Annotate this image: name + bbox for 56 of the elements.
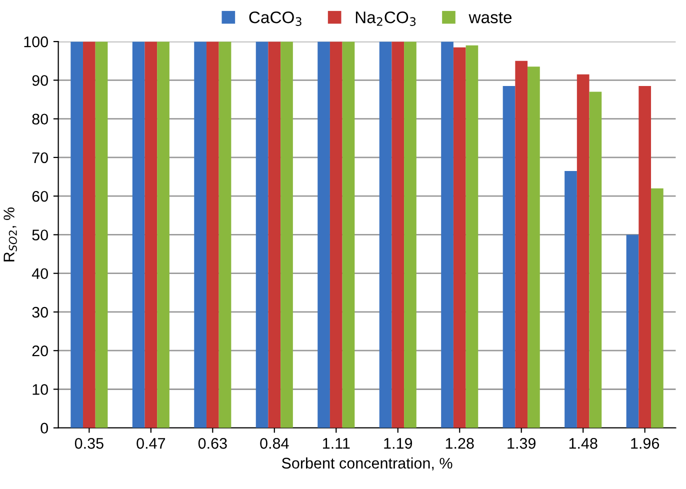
bar (157, 42, 170, 428)
x-tick-label: 1.11 (323, 438, 350, 449)
bar (576, 74, 590, 428)
bar (218, 42, 232, 428)
bar (564, 170, 577, 428)
bar (194, 42, 206, 428)
bar (144, 42, 158, 428)
bar (318, 42, 330, 428)
x-tick-label: 1.39 (508, 438, 536, 449)
y-tick-label: 60 (32, 190, 48, 202)
bar (95, 42, 108, 428)
y-tick-label: 50 (32, 230, 48, 240)
bar (379, 42, 392, 428)
bar (132, 42, 145, 428)
bar (330, 42, 342, 428)
y-tick-label: 30 (32, 306, 48, 318)
y-tick-label: 100 (24, 36, 48, 48)
bar (206, 42, 219, 428)
legend-label: waste (468, 12, 512, 24)
bar (466, 45, 478, 428)
bar (441, 42, 454, 428)
y-tick-label: 0 (40, 422, 48, 434)
x-tick-label: 1.28 (446, 438, 474, 449)
bar (515, 60, 528, 428)
bar (502, 86, 516, 428)
x-tick-label: 0.47 (136, 438, 166, 449)
bar (256, 42, 268, 428)
bar (453, 47, 466, 428)
x-tick-label: 0.84 (260, 438, 289, 449)
bar (589, 92, 602, 428)
x-axis-title: Sorbent concentration, % (282, 457, 452, 470)
y-tick-label: 20 (32, 345, 48, 356)
y-tick-label: 80 (32, 114, 48, 125)
y-tick-label: 40 (32, 268, 48, 280)
bar (528, 66, 540, 428)
x-tick-label: 1.48 (569, 438, 598, 449)
bar (404, 42, 416, 428)
legend-label: Na$_{2}$CO$_{3}$ (356, 11, 416, 26)
bar (638, 86, 652, 428)
y-tick-label: 10 (32, 384, 48, 395)
bar (342, 42, 355, 428)
legend-label: CaCO$_{3}$ (249, 11, 302, 26)
bar (280, 42, 293, 428)
x-tick-label: 1.96 (631, 438, 660, 449)
bar (651, 188, 664, 428)
x-tick-label: 0.35 (74, 438, 104, 449)
y-tick-label: 90 (32, 75, 48, 86)
bar (626, 234, 639, 428)
bar (268, 42, 281, 428)
bar (70, 42, 84, 428)
x-tick-label: 1.19 (384, 438, 412, 449)
y-axis-title: R$_{SO2}$, % (4, 207, 17, 262)
x-tick-label: 0.63 (198, 438, 227, 449)
y-tick-label: 70 (32, 152, 48, 164)
bar (83, 42, 96, 428)
bar (392, 42, 404, 428)
